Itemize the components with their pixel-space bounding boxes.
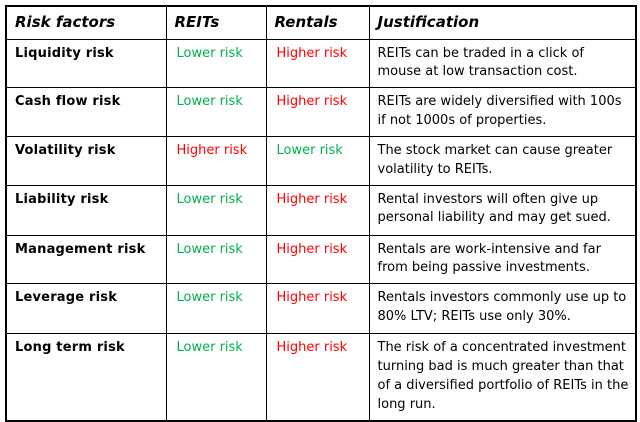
justification-text: The stock market can cause greater volat… (368, 135, 637, 186)
table-row-cash-flow-risk: Cash flow risk Lower risk Higher risk RE… (5, 87, 637, 137)
risk-factor-label: Liability risk (5, 184, 167, 236)
table-row-management-risk: Management risk Lower risk Higher risk R… (5, 234, 637, 285)
justification-text: REITs can be traded in a click of mouse … (368, 38, 637, 89)
column-header-risk-factors: Risk factors (5, 5, 167, 40)
rentals-risk-level: Higher risk (265, 38, 370, 89)
reits-risk-level: Higher risk (165, 135, 267, 186)
reits-risk-level: Lower risk (165, 87, 267, 137)
risk-comparison-table: Risk factors REITs Rentals Justification… (5, 5, 637, 422)
table-row-long-term-risk: Long term risk Lower risk Higher risk Th… (5, 333, 637, 422)
justification-text: The risk of a concentrated investment tu… (368, 333, 637, 422)
table-row-leverage-risk: Leverage risk Lower risk Higher risk Ren… (5, 283, 637, 335)
reits-risk-level: Lower risk (165, 283, 267, 335)
reits-risk-level: Lower risk (165, 333, 267, 422)
reits-risk-level: Lower risk (165, 234, 267, 285)
risk-factor-label: Leverage risk (5, 283, 167, 335)
risk-factor-label: Volatility risk (5, 135, 167, 186)
rentals-risk-level: Higher risk (265, 333, 370, 422)
rentals-risk-level: Lower risk (265, 135, 370, 186)
rentals-risk-level: Higher risk (265, 234, 370, 285)
header-row: Risk factors REITs Rentals Justification (5, 5, 637, 40)
rentals-risk-level: Higher risk (265, 283, 370, 335)
page: Risk factors REITs Rentals Justification… (5, 5, 637, 422)
reits-risk-level: Lower risk (165, 38, 267, 89)
reits-risk-level: Lower risk (165, 184, 267, 236)
column-header-reits: REITs (165, 5, 267, 40)
risk-factor-label: Cash flow risk (5, 87, 167, 137)
rentals-risk-level: Higher risk (265, 87, 370, 137)
column-header-rentals: Rentals (265, 5, 370, 40)
table-row-volatility-risk: Volatility risk Higher risk Lower risk T… (5, 135, 637, 186)
justification-text: Rental investors will often give up pers… (368, 184, 637, 236)
column-header-justification: Justification (368, 5, 637, 40)
justification-text: REITs are widely diversified with 100s i… (368, 87, 637, 137)
table-row-liability-risk: Liability risk Lower risk Higher risk Re… (5, 184, 637, 236)
justification-text: Rentals investors commonly use up to 80%… (368, 283, 637, 335)
table-row-liquidity-risk: Liquidity risk Lower risk Higher risk RE… (5, 38, 637, 89)
rentals-risk-level: Higher risk (265, 184, 370, 236)
justification-text: Rentals are work-intensive and far from … (368, 234, 637, 285)
risk-factor-label: Liquidity risk (5, 38, 167, 89)
risk-factor-label: Management risk (5, 234, 167, 285)
risk-factor-label: Long term risk (5, 333, 167, 422)
